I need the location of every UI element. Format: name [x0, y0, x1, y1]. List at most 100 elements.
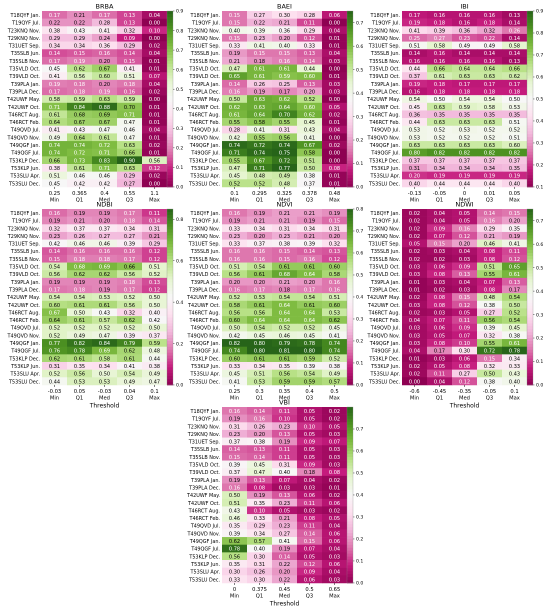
baei-cell-label: 0.61 — [279, 67, 290, 73]
baei-cell-label: 0.55 — [229, 120, 240, 126]
ndwi-colorbar-tick-label: 0.4 — [536, 289, 543, 295]
ibi-colorbar-segment — [527, 169, 533, 173]
brba-cell-label: 0.46 — [124, 128, 135, 134]
ndwi-cell — [402, 277, 428, 286]
ibi-cell — [502, 11, 528, 19]
ndwi-cell — [427, 339, 453, 347]
ibi-cell — [452, 110, 478, 119]
vbi-cell — [222, 552, 248, 561]
ibi-colorbar-segment — [527, 122, 533, 126]
ibi-cell-label: 0.13 — [509, 59, 520, 65]
ndvi-cell-label: 0.16 — [229, 287, 240, 293]
ndbi-colorbar-segment — [167, 320, 173, 324]
vbi-cell — [247, 475, 273, 484]
ndbi-cell — [142, 362, 168, 370]
ndvi-cell-label: 0.34 — [254, 364, 265, 370]
baei-cell-label: 0.02 — [329, 112, 340, 118]
vbi-cell — [297, 491, 323, 500]
vbi-cell-label: 0.13 — [279, 493, 290, 499]
ndwi-cell — [402, 300, 428, 309]
brba-cell-label: 0.01 — [149, 112, 160, 118]
ndbi-cell — [92, 216, 118, 225]
ndwi-cell — [477, 339, 503, 347]
ndbi-cell — [142, 224, 168, 233]
baei-row-label: T31UET Sep. — [188, 44, 221, 50]
brba-colorbar-segment — [167, 40, 173, 44]
brba-cell — [67, 164, 93, 172]
ibi-cell — [427, 118, 453, 127]
ndwi-cell-label: 0.10 — [459, 341, 470, 347]
ndwi-colorbar-segment — [527, 382, 533, 386]
vbi-cell — [247, 422, 273, 431]
ndwi-colorbar-segment — [527, 267, 533, 271]
ndvi-cell — [272, 354, 298, 363]
ibi-cell-label: 0.61 — [434, 74, 445, 80]
ndwi-cell-label: 0.21 — [484, 234, 495, 240]
vbi-row-label: T39VLD Oct. — [188, 470, 220, 476]
vbi-cell-label: 0.39 — [229, 463, 240, 469]
ibi-cell-label: 0.14 — [509, 51, 520, 57]
brba-row-label: T53SLU Dec. — [8, 181, 40, 187]
ndvi-cell-label: 0.37 — [254, 242, 265, 248]
ndwi-cell-label: 0.46 — [484, 242, 495, 248]
ndwi-cell-label: 0.09 — [459, 326, 470, 332]
ndbi-cell — [142, 293, 168, 302]
brba-cell — [117, 33, 143, 42]
vbi-cell-label: 0.19 — [279, 547, 290, 553]
vbi-cell — [222, 506, 248, 515]
ndvi-cell-label: 0.35 — [279, 364, 290, 370]
ndbi-cell — [67, 254, 93, 263]
ndvi-cell — [222, 308, 248, 317]
brba-colorbar-segment — [167, 13, 173, 18]
brba-colorbar-segment — [167, 84, 173, 88]
ndvi-cell-label: 0.52 — [229, 295, 240, 301]
brba-cell — [42, 26, 68, 35]
baei-cell — [297, 95, 323, 104]
brba-cell — [142, 56, 168, 65]
ndvi-row-label: T35SLB Jun. — [190, 249, 221, 255]
ibi-column-label: Min — [410, 197, 419, 203]
vbi-row-label: T29KNQ Nov. — [187, 432, 221, 438]
brba-threshold-label: 0.55 — [124, 191, 136, 197]
brba-cell-label: 0.14 — [124, 51, 135, 57]
brba-colorbar-segment — [167, 148, 173, 153]
brba-cell — [117, 56, 143, 65]
vbi-cell-label: 0.03 — [329, 463, 340, 469]
vbi-cell-label: 0.05 — [304, 447, 315, 453]
ndvi-cell — [272, 216, 298, 225]
baei-colorbar-segment — [347, 78, 353, 82]
ndvi-cell-label: 0.56 — [254, 310, 265, 316]
vbi-colorbar-segment — [347, 547, 353, 552]
ndwi-colorbar-segment — [527, 323, 533, 327]
baei-cell-label: 0.64 — [254, 112, 265, 118]
ibi-cell-label: 0.18 — [459, 89, 470, 95]
baei-column-label: Q3 — [306, 197, 313, 203]
baei-cell-label: 0.05 — [329, 105, 340, 111]
baei-colorbar-segment — [347, 93, 353, 97]
ibi-cell — [402, 41, 428, 50]
ndbi-cell-label: 0.52 — [124, 295, 135, 301]
ibi-colorbar-segment — [527, 184, 533, 188]
baei-colorbar-segment — [347, 66, 353, 71]
ndbi-cell-label: 0.49 — [124, 379, 135, 385]
vbi-colorbar-segment — [347, 471, 353, 475]
baei-cell-label: 0.39 — [254, 28, 265, 34]
brba-cell — [42, 141, 68, 149]
ndwi-cell-label: 0.16 — [484, 219, 495, 225]
ndbi-cell-label: 0.18 — [99, 257, 110, 263]
ibi-cell — [477, 110, 503, 119]
ndbi-colorbar-segment — [167, 302, 173, 307]
brba-cell — [142, 26, 168, 35]
ndvi-cell-label: 0.51 — [229, 265, 240, 271]
baei-cell — [322, 87, 348, 96]
vbi-cell — [272, 483, 298, 492]
brba-colorbar-segment — [167, 107, 173, 112]
ndwi-cell-label: 0.13 — [459, 272, 470, 278]
vbi-colorbar-segment — [347, 509, 353, 513]
ndwi-cell — [502, 224, 528, 233]
vbi-colorbar-segment — [347, 559, 353, 563]
brba-colorbar-tick-label: 0.4 — [176, 106, 183, 112]
baei-cell-label: 0.52 — [254, 181, 265, 187]
brba-cell-label: 0.17 — [49, 89, 60, 95]
baei-row-label: T39PLA Dec. — [188, 89, 220, 95]
